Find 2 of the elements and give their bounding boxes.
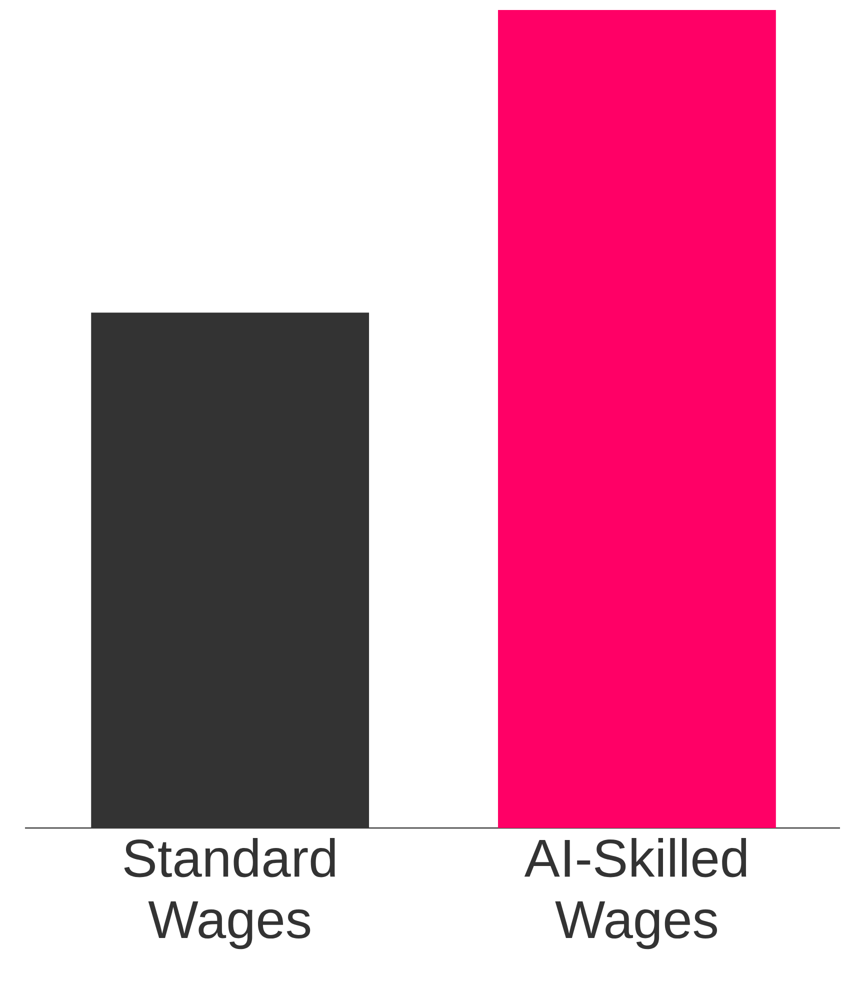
x-tick-label: AI-Skilled Wages — [524, 838, 746, 950]
x-tick-label: Standard Wages — [124, 838, 335, 950]
